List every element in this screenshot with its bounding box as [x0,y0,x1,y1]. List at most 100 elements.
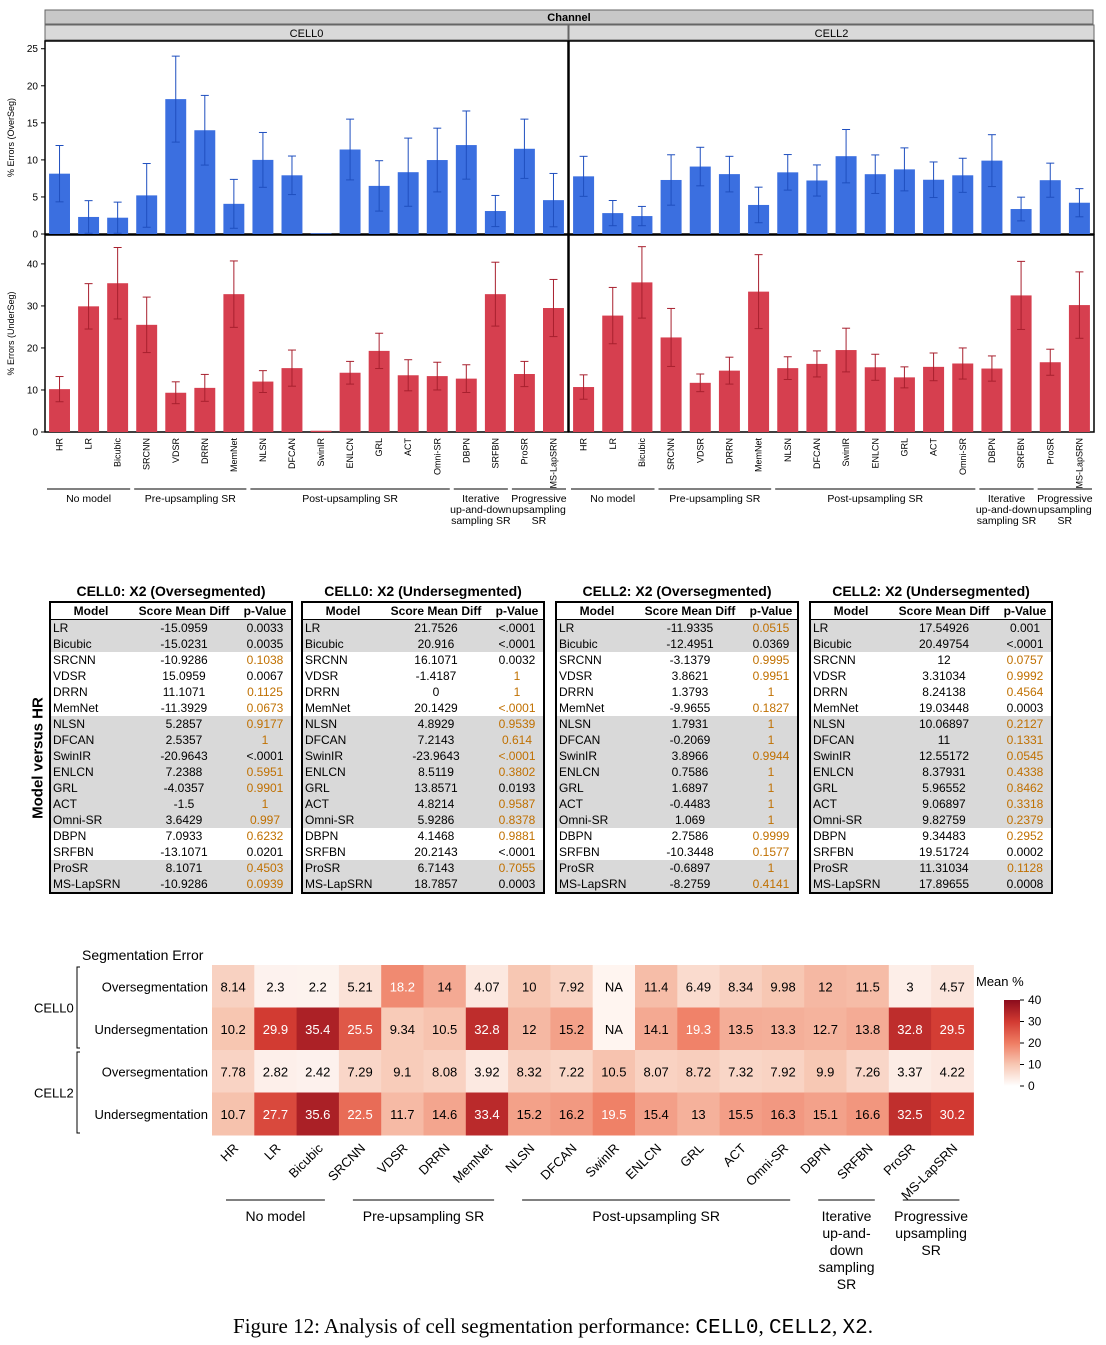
model-cell: SRCNN [813,653,856,667]
heatmap-cell-1-lr [254,1007,298,1051]
group-label-cell2-4-1: upsampling [1038,504,1092,516]
x-tick-label-cell2-prosr: ProSR [1045,438,1055,465]
bar-cell0-errors-underseg-srcnn [136,324,158,432]
table-row: GRL 13.8571 0.0193 [303,780,543,796]
bar-cell2-errors-overseg-nlsn [777,172,799,234]
x-tick-label-cell2-lr: LR [608,438,618,450]
heatmap-value-0-prosr: 3 [906,979,913,994]
x-tick-label-cell2-grl: GRL [899,438,909,457]
heatmap-value-0-hr: 8.14 [220,979,245,994]
table-row: DRRN 0 1 [303,684,543,700]
table-row: SRFBN -10.3448 0.1577 [557,844,797,860]
bar-cell0-errors-underseg-lr [78,306,100,432]
p-value-cell: 1 [513,685,521,699]
table-row: ACT -1.5 1 [51,796,291,812]
bar-cell0-errors-underseg-act [397,375,419,432]
bar-cell2-errors-overseg-swinir [835,156,857,234]
table-row: SRCNN 16.1071 0.0032 [303,652,543,668]
p-value-cell: 0.0035 [246,637,284,651]
heatmap-value-1-swinir: NA [605,1022,623,1037]
heatmap-cell-2-nlsn [508,1050,551,1093]
header-rule [811,619,1051,620]
heatmap-x-label-prosr: ProSR [880,1141,918,1179]
heatmap-value-3-lr: 27.7 [263,1107,288,1122]
group-label-cell2-3-2: sampling SR [977,515,1037,527]
heatmap-cell-0-lr [254,965,298,1008]
score-mean-diff-cell: 0.7586 [671,765,709,779]
score-mean-diff-cell: -4.0357 [163,781,205,795]
bar-cell2-errors-underseg-act [923,366,945,432]
table-row: SwinIR 12.55172 0.0545 [811,748,1051,764]
heatmap-cell-3-swinir [592,1092,636,1136]
score-mean-diff-cell: 9.34483 [922,829,966,843]
score-mean-diff-cell: -10.3448 [666,845,714,859]
y-tick-label-1-0: 0 [32,428,38,439]
heatmap-cell-2-bicubic [296,1050,340,1093]
bar-cell0-errors-underseg-grl [368,350,390,432]
heatmap-x-label-dbpn: DBPN [797,1141,833,1177]
heatmap-value-3-srfbn: 16.6 [855,1107,880,1122]
heatmap-cell-2-hr [212,1050,255,1093]
score-mean-diff-cell: -1.5 [173,797,195,811]
p-value-cell: 0.0545 [1006,749,1044,763]
p-value-cell: 0.0201 [246,845,284,859]
heatmap-title: Segmentation Error [82,947,204,963]
column-header-model: Model [833,604,869,618]
score-mean-diff-cell: 16.1071 [414,653,458,667]
bar-cell0-errors-overseg-vdsr [165,99,187,235]
heatmap-value-1-srfbn: 13.8 [855,1022,880,1037]
table-row: LR -11.9335 0.0515 [557,620,797,636]
heatmap-x-label-lr: LR [261,1141,283,1163]
p-value-cell: 0.0008 [1006,877,1044,891]
bar-cell2-errors-underseg-drrn [718,370,740,432]
x-tick-label-cell0-drrn: DRRN [200,438,210,464]
x-tick-label-cell0-grl: GRL [374,438,384,457]
figure-caption: Figure 12: Analysis of cell segmentation… [233,1314,873,1340]
heatmap-value-2-act: 7.32 [728,1064,753,1079]
model-cell: GRL [559,781,584,795]
table-row: DBPN 9.34483 0.2952 [811,828,1051,844]
heatmap-value-1-hr: 10.2 [220,1022,245,1037]
table-row: Bicubic -15.0231 0.0035 [51,636,291,652]
table-row: ProSR 11.31034 0.1128 [811,860,1051,876]
table-header-row: Model Score Mean Diff p-Value [811,603,1051,619]
heatmap-cell-3-grl [677,1092,721,1136]
table-row: DBPN 2.7586 0.9999 [557,828,797,844]
column-header-p-value: p-Value [1003,604,1047,618]
bar-cell2-errors-overseg-grl [893,169,915,234]
bar-cell0-errors-underseg-bicubic [107,283,129,432]
heatmap-value-2-prosr: 3.37 [897,1064,922,1079]
score-mean-diff-cell: 11.31034 [919,861,969,875]
heatmap-value-2-enlcn: 8.07 [643,1064,668,1079]
x-tick-label-cell0-dfcan: DFCAN [287,438,297,469]
table-row: ProSR -0.6897 1 [557,860,797,876]
p-value-cell: 0.2952 [1006,829,1044,843]
table-row: ACT 4.8214 0.9587 [303,796,543,812]
heatmap-value-2-dbpn: 9.9 [816,1064,834,1079]
heatmap-value-1-nlsn: 12 [522,1022,536,1037]
model-cell: DFCAN [559,733,601,747]
x-tick-label-cell2-memnet: MemNet [754,438,764,473]
facet-header-bar [44,9,1094,25]
p-value-cell: <.0001 [498,637,536,651]
heatmap-cell-2-omni-sr [761,1050,805,1093]
heatmap-cell-0-dbpn [804,965,847,1008]
model-cell: DRRN [813,685,848,699]
score-mean-diff-cell: 21.7526 [414,621,458,635]
bar-cell2-errors-underseg-prosr [1039,362,1061,432]
model-cell: ENLCN [813,765,854,779]
panel-header-cell0 [44,24,569,41]
heatmap-cell-0-swinir [592,965,636,1008]
p-value-cell: 0.0673 [246,701,284,715]
row-group-bracket-cell0 [76,966,80,1049]
table-row: ENLCN 0.7586 1 [557,764,797,780]
table-row: Omni-SR 9.82759 0.2379 [811,812,1051,828]
bar-cell2-errors-overseg-drrn [718,174,740,234]
heatmap-value-2-nlsn: 8.32 [517,1064,542,1079]
group-label-cell0-3-0: Iterative [462,493,500,505]
score-mean-diff-cell: 3.6429 [165,813,203,827]
model-cell: SRCNN [305,653,348,667]
table-body: Model Score Mean Diff p-Value LR -15.0959 0.0… [49,601,293,894]
model-cell: MS-LapSRN [305,877,373,891]
bar-chart-figure: Channel CELL0 CELL2 % Errors (OverSeg) 0 5 10 1… [6,9,1095,527]
